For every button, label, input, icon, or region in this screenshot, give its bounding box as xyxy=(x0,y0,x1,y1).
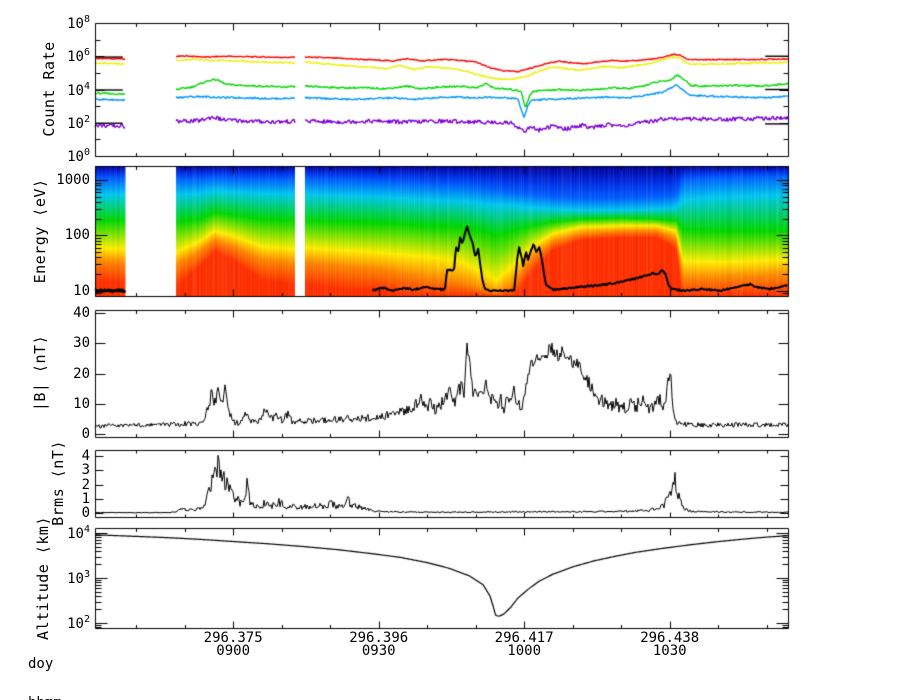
y-tick-altitude: 104 xyxy=(67,524,90,542)
x-axis-unit-doy: doy xyxy=(28,656,54,672)
x-tick-hhmm: 1000 xyxy=(507,643,542,659)
ylabel-brms: Brms ⟨nT⟩ xyxy=(49,440,67,526)
y-tick-bmag: 40 xyxy=(73,305,90,321)
y-tick-brms: 0 xyxy=(81,505,90,521)
x-tick-hhmm: 0930 xyxy=(361,643,396,659)
ylabel-count-rate: Count Rate xyxy=(40,41,58,137)
x-tick-doy: 296.438 xyxy=(640,630,700,646)
x-tick-label: 296.438 1030 xyxy=(640,630,700,659)
x-tick-label: 296.417 1000 xyxy=(494,630,554,659)
y-tick-brms: 3 xyxy=(81,462,90,479)
y-tick-bmag: 0 xyxy=(81,426,90,442)
x-tick-doy: 296.375 xyxy=(203,630,263,646)
x-tick-label: 296.396 0930 xyxy=(349,630,409,659)
x-axis-unit-hhmm: hhmm xyxy=(28,696,121,700)
y-tick-energy: 10 xyxy=(73,282,90,299)
x-tick-hhmm: 1030 xyxy=(652,643,687,659)
y-tick-bmag: 30 xyxy=(73,335,90,352)
y-tick-brms: 1 xyxy=(81,490,90,507)
x-tick-label: 296.375 0900 xyxy=(203,630,263,659)
ylabel-bmag: |B| ⟨nT⟩ xyxy=(31,334,49,412)
y-tick-count-rate: 106 xyxy=(67,47,90,66)
y-tick-altitude: 103 xyxy=(67,569,90,587)
y-tick-count-rate: 108 xyxy=(67,14,90,32)
y-tick-count-rate: 102 xyxy=(67,113,90,132)
x-tick-doy: 296.417 xyxy=(494,630,554,646)
ylabel-energy: Energy ⟨eV⟩ xyxy=(31,178,49,284)
x-tick-doy: 296.396 xyxy=(349,630,409,646)
y-tick-bmag: 20 xyxy=(73,365,90,382)
y-tick-brms: 4 xyxy=(81,448,90,464)
y-tick-bmag: 10 xyxy=(73,395,90,412)
x-tick-hhmm: 0900 xyxy=(216,643,251,659)
y-tick-energy: 1000 xyxy=(56,172,90,189)
y-tick-count-rate: 100 xyxy=(67,147,90,165)
y-tick-energy: 100 xyxy=(64,227,90,244)
y-tick-count-rate: 104 xyxy=(67,80,90,99)
ylabel-altitude: Altitude ⟨km⟩ xyxy=(34,516,52,640)
y-tick-altitude: 102 xyxy=(67,614,90,632)
x-axis-footer: doy hhmm 1997 Oct 23 xyxy=(28,632,121,700)
y-tick-brms: 2 xyxy=(81,476,90,493)
